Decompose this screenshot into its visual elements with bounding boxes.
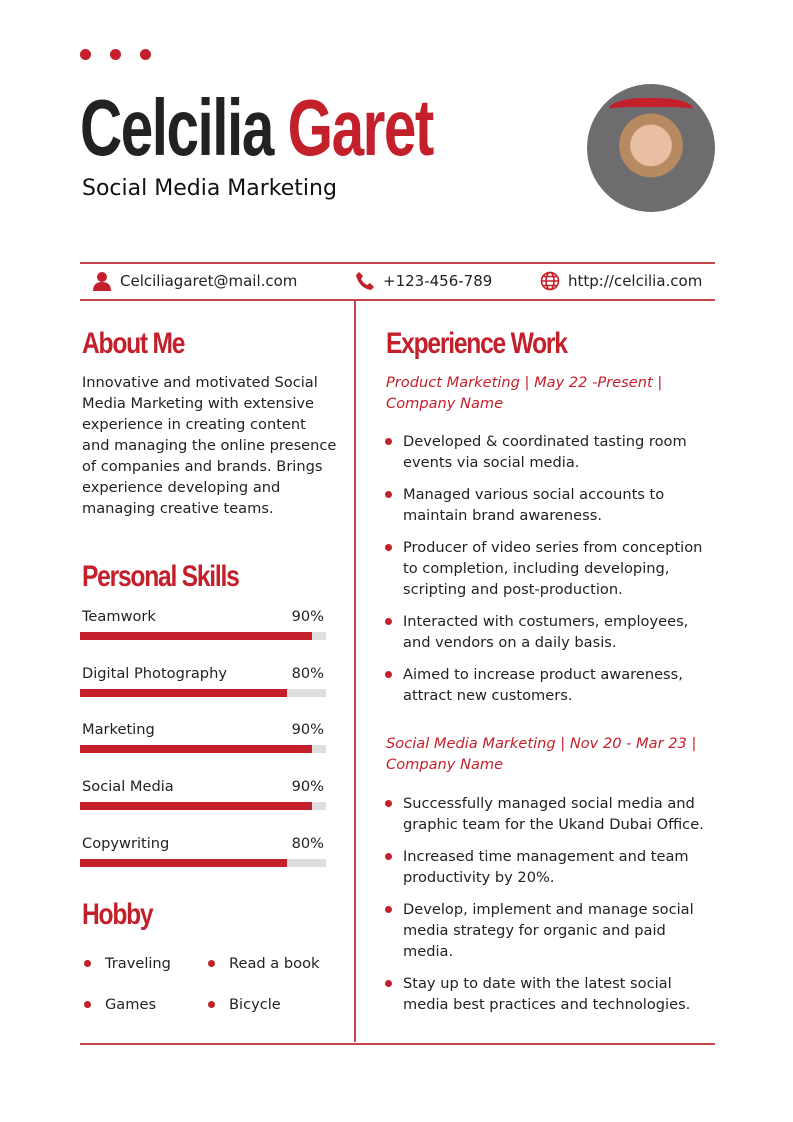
bullet-text: Producer of video series from conception…: [403, 539, 703, 598]
phone-icon: [356, 272, 374, 290]
job-bullet: Aimed to increase product awareness, att…: [385, 664, 715, 706]
job-bullet: Increased time management and team produ…: [385, 846, 715, 888]
phone-text: +123-456-789: [383, 272, 493, 290]
email-text: Celciliagaret@mail.com: [120, 272, 298, 290]
skill-bar: [80, 745, 326, 754]
about-text: Innovative and motivated Social Media Ma…: [82, 374, 337, 517]
bullet-icon: [385, 800, 392, 807]
skill-percent: 90%: [291, 778, 324, 796]
job-bullet: Managed various social accounts to maint…: [385, 484, 715, 526]
decor-dot: [80, 49, 91, 60]
contact-website: http://celcilia.com: [540, 271, 702, 291]
bullet-text: Developed & coordinated tasting room eve…: [403, 433, 687, 471]
skill-bar-fill: [80, 688, 287, 697]
hobby-label: Traveling: [105, 955, 171, 972]
skill-item: Marketing 90%: [80, 721, 326, 754]
skill-label: Teamwork: [82, 608, 156, 625]
skill-label: Digital Photography: [82, 664, 227, 682]
skill-label: Copywriting: [82, 834, 170, 852]
job-heading: Social Media Marketing | Nov 20 - Mar 23…: [386, 735, 697, 773]
about-heading: About Me: [82, 327, 185, 360]
bullet-text: Managed various social accounts to maint…: [403, 486, 665, 524]
decor-dot: [140, 49, 151, 60]
hobby-item: Games: [84, 996, 156, 1013]
skill-label: Marketing: [82, 721, 155, 739]
job-bullets: Developed & coordinated tasting room eve…: [385, 431, 715, 717]
full-name: Celcilia Garet: [80, 88, 434, 168]
hobby-item: Traveling: [84, 955, 171, 972]
skill-bar-fill: [80, 632, 313, 640]
contact-email: Celciliagaret@mail.com: [92, 271, 297, 291]
skill-bar-fill: [80, 745, 313, 754]
first-name: Celcilia: [80, 83, 274, 172]
bullet-icon: [385, 671, 392, 678]
skill-item: Teamwork 90%: [80, 608, 326, 640]
job-bullet: Interacted with costumers, employees, an…: [385, 611, 715, 653]
globe-icon: [540, 271, 560, 291]
skill-percent: 90%: [291, 608, 324, 625]
bullet-icon: [385, 618, 392, 625]
job-title: Social Media Marketing: [82, 176, 337, 201]
skill-bar-fill: [80, 858, 287, 867]
hobby-item: Bicycle: [208, 996, 281, 1013]
website-text: http://celcilia.com: [568, 272, 703, 290]
job-bullet: Developed & coordinated tasting room eve…: [385, 431, 715, 473]
bullet-icon: [385, 544, 392, 551]
decor-dot: [110, 49, 121, 60]
divider: [80, 299, 715, 301]
hobby-heading: Hobby: [82, 898, 154, 931]
bullet-icon: [385, 438, 392, 445]
skill-bar-fill: [80, 802, 313, 811]
hobby-label: Read a book: [229, 955, 320, 972]
bullet-text: Increased time management and team produ…: [403, 848, 689, 886]
job-bullet: Producer of video series from conception…: [385, 537, 715, 600]
hobby-label: Games: [105, 996, 157, 1013]
bullet-icon: [84, 1001, 91, 1008]
bullet-text: Successfully managed social media and gr…: [403, 795, 704, 833]
skill-item: Social Media 90%: [80, 778, 326, 811]
bullet-icon: [385, 906, 392, 913]
skill-bar: [80, 802, 326, 811]
hobby-item: Read a book: [208, 955, 319, 972]
job-bullets: Successfully managed social media and gr…: [385, 793, 715, 1026]
skill-bar: [80, 688, 326, 697]
person-icon: [93, 272, 111, 291]
bullet-icon: [385, 853, 392, 860]
skill-bar: [80, 632, 326, 640]
bullet-icon: [385, 491, 392, 498]
skills-heading: Personal Skills: [82, 560, 240, 593]
bullet-text: Develop, implement and manage social med…: [403, 901, 694, 960]
bullet-text: Aimed to increase product awareness, att…: [403, 666, 683, 704]
last-name: Garet: [287, 83, 435, 172]
skill-item: Copywriting 80%: [80, 835, 326, 867]
experience-heading: Experience Work: [386, 327, 568, 360]
bullet-text: Interacted with costumers, employees, an…: [403, 613, 689, 651]
profile-photo: [587, 84, 715, 212]
skill-bar: [80, 858, 326, 867]
skill-percent: 80%: [291, 664, 324, 682]
skill-label: Social Media: [82, 778, 174, 796]
skill-percent: 80%: [291, 834, 324, 852]
contact-phone: +123-456-789: [355, 271, 492, 291]
bullet-icon: [208, 1001, 215, 1008]
bullet-icon: [84, 960, 91, 967]
job-bullet: Successfully managed social media and gr…: [385, 793, 715, 835]
job-heading: Product Marketing | May 22 -Present | Co…: [386, 374, 663, 412]
bullet-icon: [385, 980, 392, 987]
hobby-label: Bicycle: [229, 996, 281, 1013]
skill-item: Digital Photography 80%: [80, 665, 326, 697]
bullet-icon: [208, 960, 215, 967]
job-bullet: Develop, implement and manage social med…: [385, 899, 715, 962]
skill-percent: 90%: [291, 721, 324, 739]
divider: [80, 1043, 715, 1045]
bullet-text: Stay up to date with the latest social m…: [403, 975, 691, 1013]
job-bullet: Stay up to date with the latest social m…: [385, 973, 715, 1015]
divider: [80, 262, 715, 264]
column-divider: [354, 300, 356, 1042]
